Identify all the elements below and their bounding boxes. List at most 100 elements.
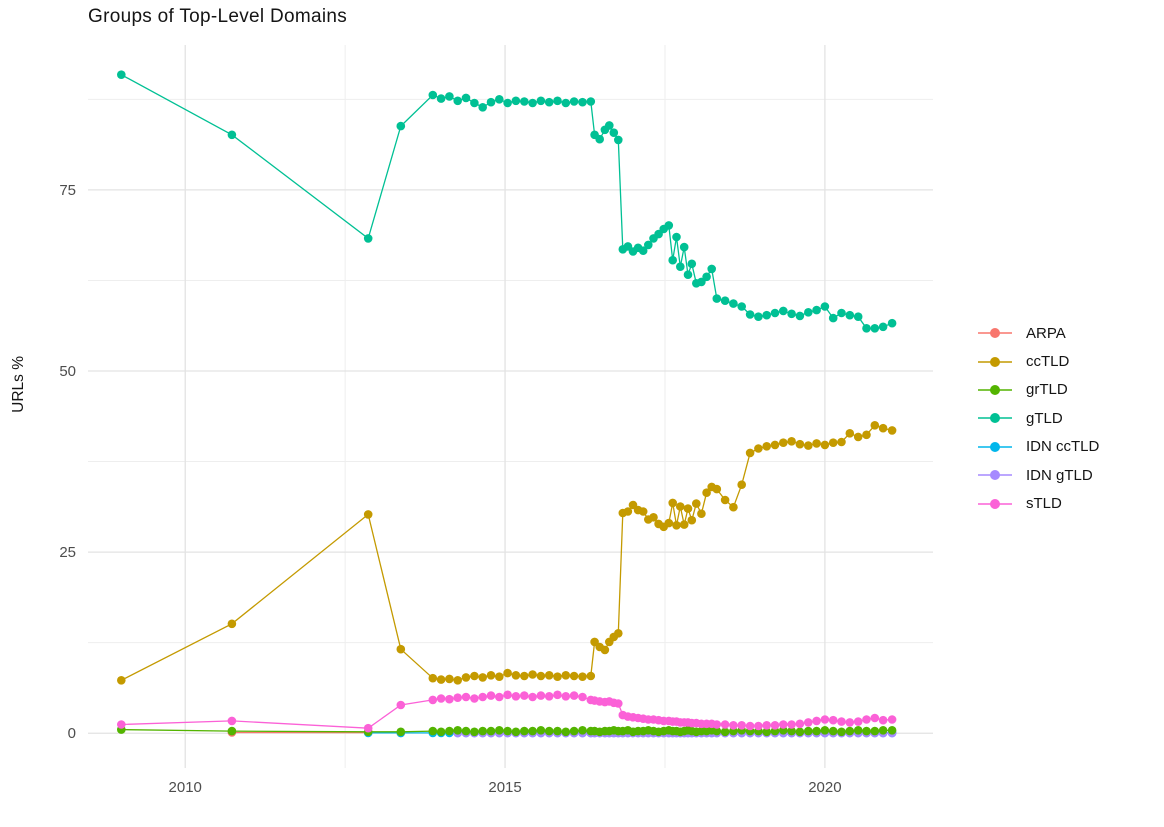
data-point-grtld — [853, 726, 863, 735]
data-point-cctld — [586, 671, 596, 681]
series-line-cctld — [121, 424, 893, 681]
legend-key-icon — [978, 384, 1012, 395]
legend-key-dot — [990, 328, 1000, 339]
data-point-cctld — [812, 439, 821, 448]
data-point-cctld — [600, 645, 610, 655]
data-point-stld — [445, 694, 454, 704]
legend-label: ARPA — [1026, 324, 1066, 342]
data-point-cctld — [779, 438, 788, 448]
data-point-gtld — [676, 262, 685, 272]
data-point-grtld — [227, 726, 237, 736]
data-point-cctld — [676, 502, 685, 511]
data-point-gtld — [679, 242, 689, 252]
data-point-gtld — [795, 311, 805, 321]
legend-label: IDN gTLD — [1026, 466, 1093, 484]
data-point-gtld — [870, 324, 880, 333]
legend-key-icon — [978, 470, 1012, 481]
data-point-grtld — [569, 726, 579, 736]
data-point-cctld — [461, 673, 471, 682]
data-point-grtld — [828, 726, 838, 736]
data-point-stld — [478, 692, 488, 702]
data-point-grtld — [812, 726, 821, 736]
legend-item-idn-gtld: IDN gTLD — [978, 461, 1099, 489]
data-point-grtld — [795, 727, 805, 737]
data-point-cctld — [453, 676, 463, 685]
data-point-cctld — [837, 437, 846, 447]
data-point-cctld — [762, 442, 771, 451]
data-point-gtld — [470, 98, 479, 108]
data-point-stld — [553, 690, 562, 700]
data-point-cctld — [614, 629, 623, 638]
data-point-gtld — [638, 246, 648, 255]
data-point-cctld — [553, 672, 562, 681]
data-point-cctld — [503, 668, 512, 678]
data-point-stld — [729, 721, 738, 730]
data-point-grtld — [578, 726, 587, 735]
y-tick-label: 25 — [59, 544, 76, 561]
data-point-gtld — [770, 308, 780, 318]
legend-key-dot — [990, 413, 1000, 424]
data-point-gtld — [845, 310, 855, 320]
data-point-stld — [578, 692, 587, 702]
legend-item-stld: sTLD — [978, 489, 1099, 517]
legend-key-dot — [990, 356, 1000, 367]
legend-key-dot — [990, 498, 1000, 509]
data-point-cctld — [862, 430, 871, 440]
data-point-stld — [737, 721, 746, 730]
data-point-grtld — [528, 726, 537, 736]
data-point-grtld — [536, 726, 546, 735]
data-point-cctld — [664, 518, 674, 528]
data-point-cctld — [745, 448, 755, 458]
data-point-cctld — [845, 429, 855, 438]
data-point-stld — [561, 692, 571, 701]
data-point-stld — [804, 718, 813, 727]
data-point-gtld — [762, 310, 771, 320]
series-line-gtld — [120, 74, 893, 329]
data-point-grtld — [553, 726, 562, 736]
data-point-grtld — [461, 726, 471, 736]
data-point-cctld — [436, 675, 446, 684]
data-point-gtld — [664, 221, 674, 230]
legend-item-gtld: gTLD — [978, 404, 1099, 432]
data-point-gtld — [644, 240, 653, 250]
data-point-stld — [520, 691, 529, 700]
data-point-grtld — [712, 726, 722, 736]
data-point-gtld — [227, 130, 237, 140]
data-point-grtld — [887, 726, 897, 735]
data-point-stld — [828, 715, 838, 725]
data-point-stld — [779, 720, 788, 729]
data-point-stld — [820, 715, 830, 724]
data-point-gtld — [553, 96, 562, 106]
data-point-gtld — [820, 302, 830, 311]
data-point-gtld — [511, 96, 521, 106]
data-point-gtld — [461, 93, 471, 103]
data-point-gtld — [668, 255, 677, 265]
data-point-stld — [436, 694, 446, 703]
data-point-gtld — [853, 312, 863, 322]
data-point-grtld — [787, 726, 796, 736]
data-point-grtld — [837, 727, 846, 737]
legend-key-icon — [978, 498, 1012, 509]
data-point-grtld — [511, 727, 521, 737]
data-point-cctld — [672, 521, 681, 530]
data-point-gtld — [712, 294, 722, 303]
data-point-cctld — [528, 670, 537, 679]
y-tick-label: 0 — [68, 725, 76, 742]
data-point-gtld — [702, 272, 711, 282]
data-point-grtld — [762, 727, 771, 737]
data-point-gtld — [428, 90, 438, 100]
data-point-gtld — [754, 312, 763, 322]
data-point-grtld — [720, 727, 730, 737]
data-point-stld — [470, 694, 479, 703]
data-point-cctld — [561, 671, 571, 680]
data-point-gtld — [737, 302, 746, 311]
data-point-gtld — [445, 92, 454, 101]
data-point-gtld — [363, 234, 373, 243]
data-point-cctld — [649, 513, 658, 522]
data-point-cctld — [687, 515, 697, 525]
legend-key-icon — [978, 441, 1012, 452]
data-point-cctld — [638, 507, 648, 516]
data-point-gtld — [436, 94, 446, 103]
data-point-grtld — [561, 727, 571, 737]
data-point-gtld — [779, 306, 788, 316]
